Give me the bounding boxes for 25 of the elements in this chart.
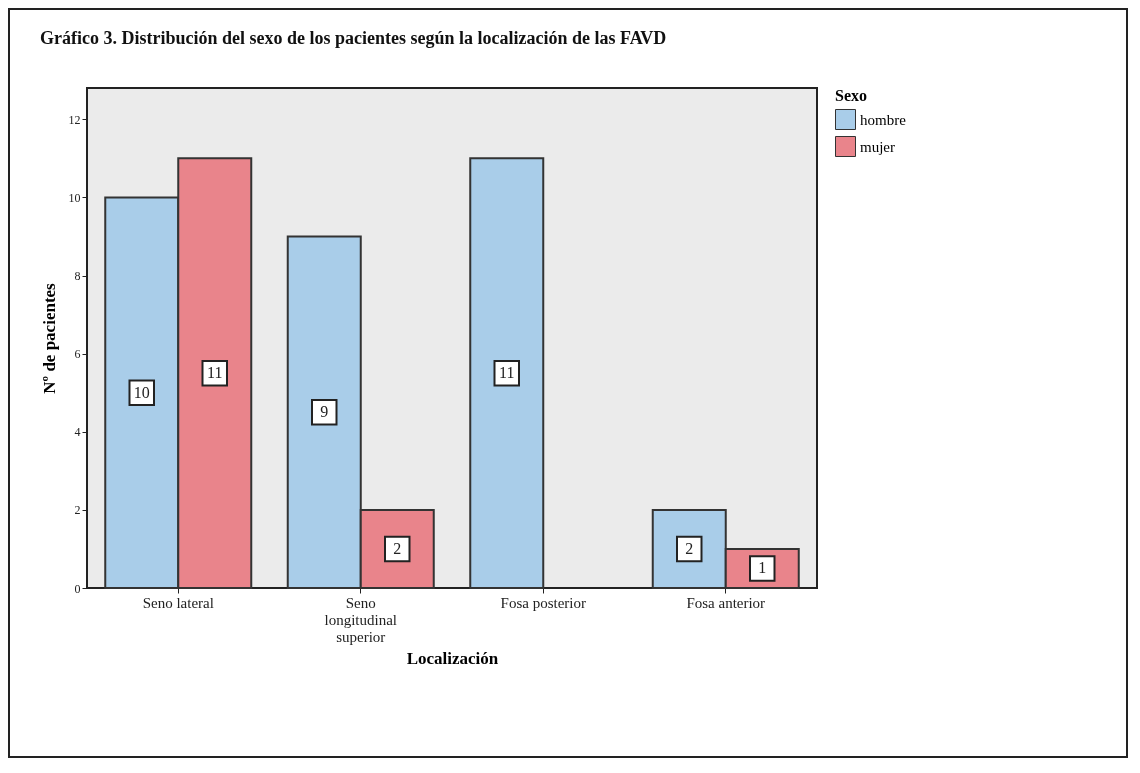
- y-tick-label: 10: [68, 190, 81, 205]
- y-tick-label: 4: [74, 425, 81, 440]
- data-label: 11: [207, 364, 223, 382]
- legend-label: mujer: [860, 138, 895, 155]
- x-tick-label: Fosa anterior: [686, 594, 766, 611]
- y-tick-label: 8: [74, 269, 81, 283]
- data-label: 11: [499, 364, 515, 382]
- x-tick-label: Seno longitudinal superior: [324, 594, 397, 645]
- y-tick-label: 0: [74, 581, 81, 596]
- legend-label: hombre: [860, 111, 907, 128]
- y-axis-title: Nº de pacientes: [39, 282, 59, 394]
- y-tick-label: 6: [74, 347, 81, 362]
- chart-title: Gráfico 3. Distribución del sexo de los pacientes según la localización de las FAVD: [40, 28, 667, 48]
- data-label: 10: [133, 383, 150, 401]
- x-axis-title: Localización: [406, 648, 499, 668]
- x-tick-label: Fosa posterior: [500, 594, 586, 611]
- data-label: 1: [758, 559, 767, 577]
- data-label: 2: [393, 539, 402, 557]
- bar: [469, 157, 545, 589]
- data-label: 9: [320, 403, 329, 421]
- legend-title: Sexo: [835, 87, 867, 104]
- x-tick-label: Seno lateral: [142, 594, 214, 611]
- y-tick-label: 12: [68, 112, 81, 127]
- data-label: 2: [685, 539, 694, 557]
- y-tick-label: 2: [74, 503, 81, 518]
